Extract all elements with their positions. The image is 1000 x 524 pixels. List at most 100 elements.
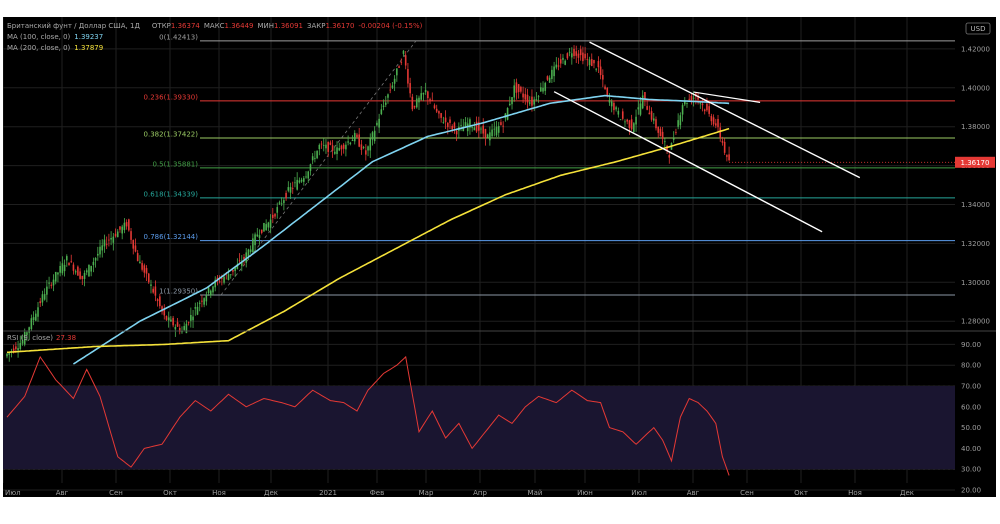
time-tick-label: Ноя [848,489,862,497]
candle-body [287,187,290,191]
candle-body [83,273,86,279]
candle-body [402,50,405,54]
candle-body [154,286,157,296]
candle-body [240,262,243,266]
candle-body [418,97,420,103]
candle-body [509,103,511,106]
price-tick-label: 1.32000 [961,240,990,248]
candle-body [477,122,480,131]
candle-body [289,187,292,193]
fib-level-label: 0(1.42413) [159,33,198,41]
candle-body [415,98,418,108]
candle-body [424,89,427,93]
candle-body [249,249,252,252]
candle-body [77,266,79,276]
candle-body [400,62,403,63]
candle-body [692,97,695,99]
candle-body [701,103,704,106]
candle-body [717,119,719,128]
candle-body [57,272,59,275]
candle-body [232,269,234,272]
candle-body [192,316,194,321]
candle-body [520,86,522,92]
ohlc-high-value: 1.36449 [225,22,254,30]
candle-body [265,224,267,231]
rsi-tick-label: 20.00 [961,487,981,495]
price-chart[interactable]: 0(1.42413) 0.236(1.39330) 0.382(1.37422) 0.… [2,17,996,497]
time-tick-label: Окт [794,489,808,497]
candle-body [305,176,307,178]
candle-body [708,106,710,114]
candle-body [161,306,163,312]
candle-body [147,273,150,283]
rsi-tick-label: 30.00 [961,466,981,474]
candle-body [152,288,154,293]
candle-body [573,48,575,57]
candle-body [342,144,345,149]
candle-body [482,125,485,134]
candle-body [431,99,434,102]
candle-body [382,105,385,107]
candle-body [105,244,108,245]
candle-body [420,93,423,100]
candle-body [278,202,281,204]
rsi-axis[interactable]: 90.00 80.00 70.00 60.00 50.00 40.00 30.00 20.00 [961,341,981,495]
rsi-band [3,386,955,470]
candle-body [566,53,569,59]
candle-body [32,317,35,320]
candle-body [114,233,117,237]
candle-body [174,326,177,330]
candle-body [619,119,622,121]
candle-body [23,332,26,345]
candle-body [491,129,493,137]
candle-body [544,82,547,91]
candle-body [706,103,708,111]
candle-body [690,95,693,102]
time-tick-label: Июл [5,489,21,497]
ohlc-open-value: 1.36374 [171,22,200,30]
svg-text:Британский фунт / Доллар США,: Британский фунт / Доллар США, 1Д ОТКР1.36… [7,22,423,30]
candle-body [143,265,146,273]
candle-body [535,98,538,100]
price-axis[interactable]: 1.420001.400001.380001.360001.340001.320… [961,45,990,325]
candle-body [280,203,283,205]
currency-box[interactable] [965,22,991,35]
channel-lower-line[interactable] [553,91,823,233]
channel-mid-line[interactable] [693,91,761,103]
candle-body [489,132,491,141]
candle-body [172,317,174,326]
candle-body [85,270,88,273]
time-axis[interactable]: Июл Авг Сен Окт Ноя Дек 2021 Фев Мар Апр Май Июн Июл… [5,489,914,497]
rsi-label: RSI (9, close) [7,334,53,342]
time-tick-label: Сен [109,489,123,497]
candle-body [263,222,265,232]
channel-upper-line[interactable] [589,41,861,179]
candle-body [90,265,92,272]
candle-body [74,271,77,273]
candle-body [283,200,285,204]
candle-body [209,290,212,296]
fib-retracement[interactable]: 0(1.42413) 0.236(1.39330) 0.382(1.37422) 0.… [144,33,955,296]
candle-body [139,261,141,264]
candle-body [449,119,451,123]
ma200-line [6,127,730,354]
candle-body [311,156,314,161]
candle-body [19,343,22,349]
candle-body [167,317,170,321]
candle-body [557,65,560,67]
candle-body [546,76,549,80]
ohlc-low-label: МИН [258,22,275,30]
legend: Британский фунт / Доллар США, 1Д ОТКР1.36… [7,22,423,342]
fib-level-label: 0.5(1.35881) [152,160,198,168]
candle-body [119,226,121,230]
fib-diagonal-line[interactable] [220,40,417,296]
candle-body [59,265,61,273]
time-tick-label: Авг [56,489,69,497]
candle-body [276,207,279,213]
candle-body [37,307,39,317]
candle-body [446,122,449,128]
candle-body [309,164,312,171]
candle-body [334,151,336,154]
svg-text:RSI (9, close)27.38: RSI (9, close) 27.38 [7,334,76,342]
ohlc-close-label: ЗАКР [307,22,325,30]
